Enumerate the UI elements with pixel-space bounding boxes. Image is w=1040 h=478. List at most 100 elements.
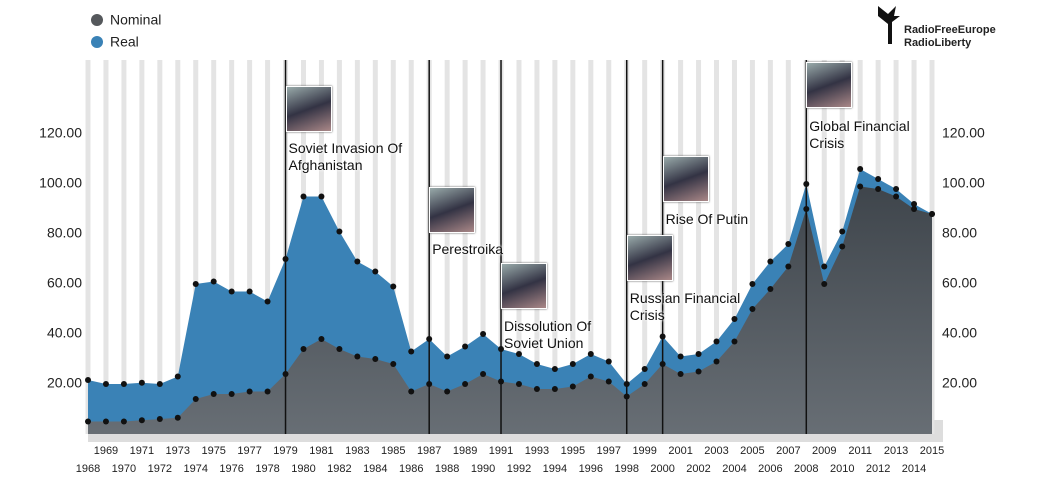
data-point — [623, 381, 630, 387]
data-point — [444, 353, 451, 360]
data-point — [246, 388, 253, 395]
data-point — [480, 371, 487, 377]
data-point — [677, 353, 684, 360]
x-tick-label: 2003 — [704, 445, 728, 457]
legend-swatch — [91, 36, 103, 48]
x-tick-label: 1986 — [399, 463, 423, 475]
x-tick-label: 1971 — [130, 445, 154, 457]
data-point — [641, 366, 648, 372]
data-point — [875, 186, 882, 192]
data-point — [228, 391, 235, 397]
data-point — [300, 346, 307, 352]
event-label: Rise Of Putin — [665, 211, 749, 227]
x-tick-label: 1995 — [561, 445, 585, 457]
x-tick-label: 1975 — [201, 445, 225, 457]
legend-label: Real — [110, 34, 139, 50]
x-tick-label: 1977 — [237, 445, 261, 457]
data-point — [336, 228, 343, 235]
x-tick-label: 1969 — [94, 445, 118, 457]
data-point — [174, 373, 181, 380]
legend-label: Nominal — [110, 12, 161, 28]
data-point — [408, 388, 415, 395]
data-point — [659, 333, 666, 340]
logo-text: RadioFreeEurope — [904, 24, 996, 36]
data-point — [498, 346, 505, 352]
data-point — [911, 201, 918, 207]
x-tick-label: 1983 — [345, 445, 369, 457]
data-point — [174, 414, 181, 421]
data-point — [641, 381, 648, 387]
data-point — [336, 346, 343, 352]
x-tick-label: 2015 — [920, 445, 944, 457]
data-point — [677, 371, 684, 377]
event-photo — [626, 235, 673, 281]
data-point — [893, 193, 900, 200]
event-photo — [501, 263, 548, 309]
data-point — [480, 331, 487, 337]
x-tick-label: 2004 — [722, 463, 746, 475]
data-point — [767, 258, 774, 265]
x-tick-label: 1968 — [76, 463, 100, 475]
event-label: Russian Financial Crisis — [629, 290, 741, 323]
event-photo — [285, 86, 332, 132]
data-point — [498, 378, 505, 385]
logo-text: RadioLiberty — [904, 37, 972, 49]
data-point — [605, 378, 612, 385]
data-point — [192, 281, 199, 287]
data-point — [785, 241, 792, 247]
data-point — [246, 288, 253, 295]
data-point — [282, 256, 289, 262]
data-point — [857, 183, 864, 190]
x-tick-label: 2010 — [830, 463, 854, 475]
x-tick-label: 2014 — [902, 463, 926, 475]
data-point — [515, 381, 522, 387]
data-point — [192, 396, 199, 402]
data-point — [102, 418, 109, 425]
data-point — [821, 281, 828, 287]
x-tick-label: 1974 — [184, 463, 208, 475]
data-point — [749, 306, 756, 312]
x-tick-label: 1976 — [219, 463, 243, 475]
data-point — [210, 278, 217, 285]
data-point — [551, 366, 558, 372]
data-point — [462, 381, 469, 387]
x-tick-label: 1987 — [417, 445, 441, 457]
x-tick-label: 2012 — [866, 463, 890, 475]
data-point — [318, 193, 325, 200]
y-tick-label: 20.00 — [47, 375, 82, 391]
x-tick-label: 1982 — [327, 463, 351, 475]
data-point — [803, 181, 810, 187]
x-tick-label: 1973 — [166, 445, 190, 457]
y-tick-label: 40.00 — [47, 325, 82, 341]
data-point — [569, 383, 576, 390]
event-label: Dissolution Of Soviet Union — [504, 318, 592, 351]
y-tick-label: 60.00 — [942, 275, 977, 291]
x-tick-label: 2009 — [812, 445, 836, 457]
x-tick-label: 1996 — [579, 463, 603, 475]
data-point — [911, 206, 918, 212]
x-tick-label: 2005 — [740, 445, 764, 457]
x-tick-label: 1999 — [632, 445, 656, 457]
x-tick-label: 2006 — [758, 463, 782, 475]
x-tick-label: 2001 — [668, 445, 692, 457]
data-point — [210, 391, 217, 397]
data-point — [533, 361, 540, 367]
data-point — [318, 336, 325, 342]
x-tick-label: 1991 — [489, 445, 513, 457]
x-tick-label: 2011 — [848, 445, 872, 457]
x-tick-label: 2007 — [776, 445, 800, 457]
x-tick-label: 1992 — [507, 463, 531, 475]
x-tick-label: 1989 — [453, 445, 477, 457]
x-tick-label: 1990 — [471, 463, 495, 475]
data-point — [156, 381, 163, 387]
event-label: Perestroika — [432, 241, 503, 257]
y-tick-label: 120.00 — [942, 125, 985, 141]
x-tick-label: 2000 — [650, 463, 674, 475]
x-tick-label: 1979 — [273, 445, 297, 457]
logo-icon — [878, 6, 900, 44]
data-point — [264, 388, 271, 395]
x-tick-label: 2008 — [794, 463, 818, 475]
x-tick-label: 1972 — [148, 463, 172, 475]
data-point — [587, 351, 594, 357]
